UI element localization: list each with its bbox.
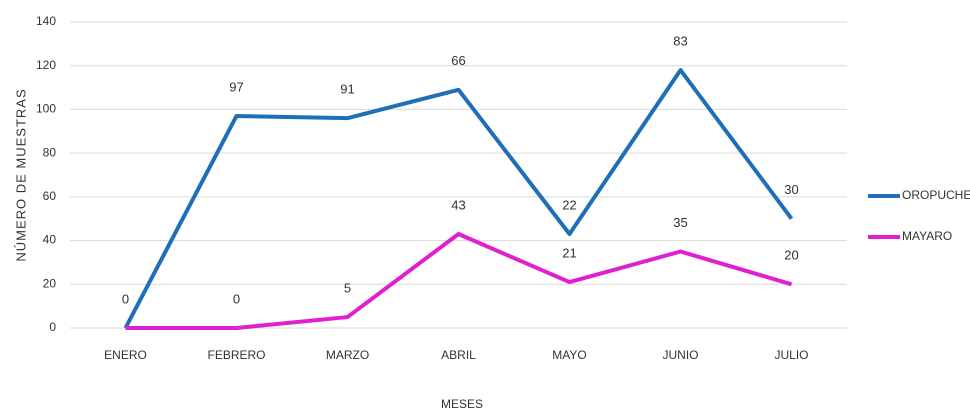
data-label: 35 bbox=[673, 215, 687, 230]
data-label: 20 bbox=[784, 248, 798, 263]
data-label: 0 bbox=[233, 291, 240, 306]
data-label: 5 bbox=[344, 281, 351, 296]
data-label: 22 bbox=[562, 197, 576, 212]
x-tick-label: FEBRERO bbox=[207, 348, 265, 362]
data-label: 30 bbox=[784, 182, 798, 197]
y-tick-label: 0 bbox=[49, 320, 56, 334]
y-tick-label: 80 bbox=[43, 145, 57, 159]
data-label: 83 bbox=[673, 34, 687, 49]
y-tick-label: 100 bbox=[36, 102, 56, 116]
y-tick-label: 120 bbox=[36, 58, 56, 72]
y-tick-label: 140 bbox=[36, 14, 56, 28]
x-tick-label: ABRIL bbox=[441, 348, 476, 362]
x-tick-label: JULIO bbox=[774, 348, 808, 362]
y-tick-label: 20 bbox=[43, 276, 57, 290]
legend-label: MAYARO bbox=[902, 229, 952, 243]
x-tick-label: MARZO bbox=[326, 348, 369, 362]
data-label: 66 bbox=[451, 53, 465, 68]
series-line bbox=[123, 68, 794, 329]
y-axis-label: NÚMERO DE MUESTRAS bbox=[13, 88, 28, 261]
series-line bbox=[125, 232, 793, 330]
legend-label: OROPUCHE bbox=[902, 188, 970, 202]
y-tick-label: 40 bbox=[43, 233, 57, 247]
data-label: 91 bbox=[340, 82, 354, 97]
data-label: 43 bbox=[451, 197, 465, 212]
y-tick-label: 60 bbox=[43, 189, 57, 203]
data-label: 97 bbox=[229, 79, 243, 94]
x-axis-label: MESES bbox=[441, 397, 483, 411]
x-tick-label: JUNIO bbox=[663, 348, 699, 362]
data-label: 0 bbox=[122, 291, 129, 306]
data-label: 21 bbox=[562, 246, 576, 261]
x-tick-label: ENERO bbox=[104, 348, 147, 362]
x-tick-label: MAYO bbox=[552, 348, 586, 362]
